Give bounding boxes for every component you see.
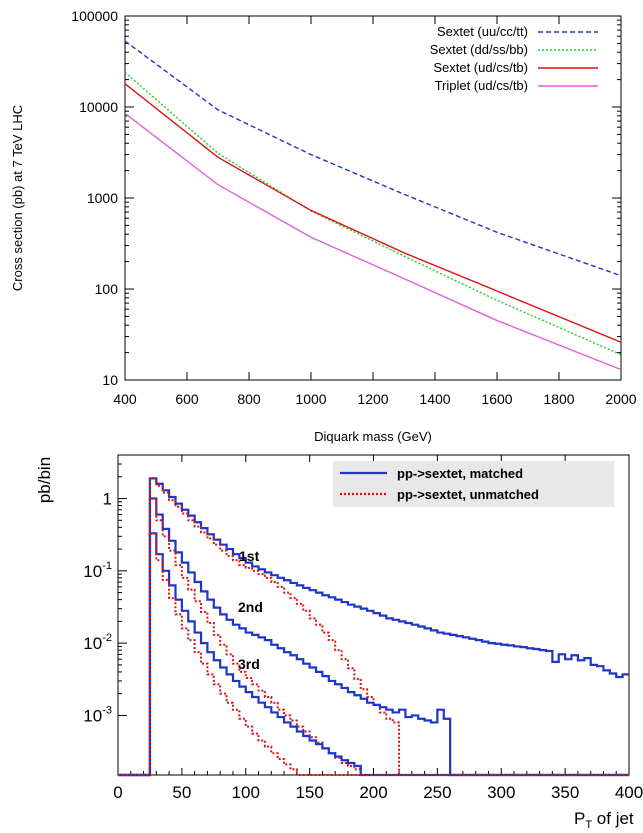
top-x-tick-label: 400 (113, 391, 137, 407)
top-x-tick-label: 1600 (481, 391, 512, 407)
bottom-x-tick-label: 150 (295, 783, 323, 802)
top-series-lines (124, 40, 622, 371)
top-x-tick-label: 1400 (419, 391, 450, 407)
top-y-axis-label: Cross section (pb) at 7 TeV LHC (10, 105, 25, 291)
top-legend-label: Sextet (ud/cs/tb) (433, 60, 528, 75)
bottom-annotations: 1st 2nd 3rd (238, 548, 263, 672)
bottom-x-tick-label: 100 (232, 783, 260, 802)
histogram-1st-matched (118, 477, 629, 777)
bottom-x-tick-label: 350 (551, 783, 579, 802)
top-legend-label: Sextet (dd/ss/bb) (430, 42, 528, 57)
bottom-histograms (118, 477, 629, 777)
bottom-y-tick-exp: -1 (102, 560, 112, 572)
top-legend-label: Sextet (uu/cc/tt) (437, 24, 528, 39)
bottom-y-tick-base: 10 (83, 562, 102, 581)
top-y-tick-label: 10000 (79, 99, 118, 115)
top-y-tick-label: 100000 (71, 8, 118, 24)
annotation-3rd: 3rd (238, 656, 260, 672)
bottom-x-tick-label: 300 (487, 783, 515, 802)
top-chart: 400 600 800 1000 1200 1400 1600 1800 2000 10 100 10… (10, 8, 637, 444)
bottom-legend-label: pp->sextet, unmatched (397, 487, 539, 502)
bottom-legend-label: pp->sextet, matched (397, 466, 523, 481)
top-series-line (124, 83, 622, 343)
top-x-tick-label: 600 (175, 391, 199, 407)
histogram-3rd-unmatched (118, 532, 629, 776)
bottom-y-tick-exp: -3 (102, 704, 112, 716)
top-series-line (124, 71, 622, 356)
bottom-x-axis-label-sub: T (585, 819, 592, 831)
bottom-x-tick-label: 250 (423, 783, 451, 802)
bottom-x-tick-label: 400 (615, 783, 643, 802)
bottom-y-tick-exp: -2 (102, 632, 112, 644)
bottom-x-tick-label: 0 (113, 783, 122, 802)
top-legend-label: Triplet (ud/cs/tb) (435, 78, 528, 93)
top-series-line (124, 40, 622, 277)
top-x-tick-label: 1000 (295, 391, 326, 407)
top-y-tick-label: 10 (102, 372, 118, 388)
bottom-y-tick-base: 10 (83, 706, 102, 725)
bottom-x-axis-label-main: P (574, 809, 585, 828)
bottom-x-tick-label: 200 (359, 783, 387, 802)
top-legend: Sextet (uu/cc/tt) Sextet (dd/ss/bb) Sextet… (430, 24, 598, 93)
bottom-x-tick-label: 50 (172, 783, 191, 802)
bottom-y-tick-label: 10-3 (83, 704, 112, 725)
bottom-y-tick-label: 10-1 (83, 560, 112, 581)
top-series-line (124, 112, 622, 371)
bottom-x-axis-label-rest: of jet (592, 809, 634, 828)
top-y-tick-label: 1000 (87, 190, 118, 206)
top-ticks: 400 600 800 1000 1200 1400 1600 1800 2000 10 100 10… (71, 8, 636, 407)
top-x-tick-label: 800 (237, 391, 261, 407)
bottom-y-tick-base: 10 (83, 634, 102, 653)
bottom-legend: pp->sextet, matched pp->sextet, unmatched (333, 461, 614, 507)
bottom-legend-box (333, 461, 614, 507)
bottom-y-axis-label: pb/bin (35, 457, 54, 503)
top-x-tick-label: 1800 (543, 391, 574, 407)
bottom-y-tick-label: 1 (103, 490, 112, 509)
top-plot-frame (124, 15, 622, 381)
top-x-tick-label: 2000 (605, 391, 636, 407)
annotation-1st: 1st (239, 548, 260, 564)
top-x-axis-label: Diquark mass (GeV) (314, 429, 432, 444)
top-y-tick-label: 100 (95, 281, 119, 297)
bottom-plot-frame (117, 454, 630, 776)
bottom-y-tick-base: 1 (103, 490, 112, 509)
histogram-2nd-unmatched (118, 497, 629, 776)
bottom-x-axis-label: PT of jet (574, 809, 634, 831)
bottom-y-tick-label: 10-2 (83, 632, 112, 653)
annotation-2nd: 2nd (238, 599, 263, 615)
top-x-tick-label: 1200 (357, 391, 388, 407)
